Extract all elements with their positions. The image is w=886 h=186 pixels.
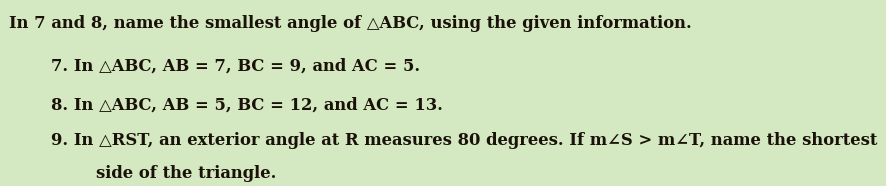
Text: 7. In △ABC, AB = 7, BC = 9, and AC = 5.: 7. In △ABC, AB = 7, BC = 9, and AC = 5. [51, 57, 421, 74]
Text: side of the triangle.: side of the triangle. [73, 165, 276, 182]
Text: 8. In △ABC, AB = 5, BC = 12, and AC = 13.: 8. In △ABC, AB = 5, BC = 12, and AC = 13… [51, 97, 443, 113]
Text: 9. In △RST, an exterior angle at R measures 80 degrees. If m∠S > m∠T, name the s: 9. In △RST, an exterior angle at R measu… [51, 132, 878, 149]
Text: In 7 and 8, name the smallest angle of △ABC, using the given information.: In 7 and 8, name the smallest angle of △… [9, 15, 692, 32]
